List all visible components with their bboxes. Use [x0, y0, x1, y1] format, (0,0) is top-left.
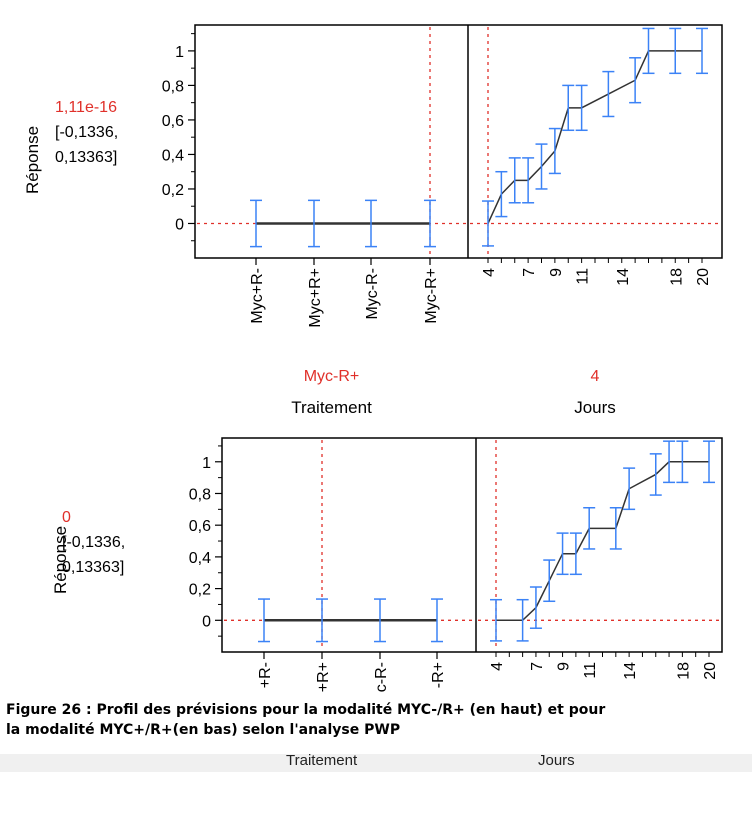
x-day-label: 20 [695, 268, 712, 286]
y-tick-label: 0,8 [189, 486, 211, 503]
caption-line-1: Figure 26 : Profil des prévisions pour l… [6, 702, 606, 718]
x-day-label: 9 [556, 662, 573, 671]
footer-bar: Traitement Jours [0, 752, 752, 772]
x-day-label: 18 [675, 662, 692, 680]
x-day-label: 11 [575, 268, 592, 285]
x-day-label: 14 [622, 662, 639, 680]
y-tick-label: 0 [175, 216, 184, 233]
prediction-value: 0 [62, 509, 71, 526]
y-tick-label: 0,8 [162, 78, 184, 95]
x-day-label: 14 [615, 268, 632, 286]
y-tick-label: 0,2 [189, 582, 211, 599]
x-day-label: 7 [529, 662, 546, 671]
x-category-label: +R+ [315, 662, 332, 692]
y-axis-label: Réponse [51, 526, 70, 594]
y-tick-label: 0,4 [189, 550, 211, 567]
x-category-label: +R- [257, 662, 274, 688]
footer-label-jours: Jours [538, 752, 575, 769]
jours-axis-label: Jours [574, 398, 616, 417]
y-axis-label: Réponse [23, 126, 42, 194]
x-day-label: 18 [668, 268, 685, 286]
footer-label-traitement: Traitement [286, 752, 358, 769]
traitement-current-value: Myc-R+ [304, 368, 360, 385]
x-category-label: Myc-R- [364, 268, 381, 320]
plot-frame-1 [194, 24, 723, 259]
x-day-label: 4 [489, 662, 506, 671]
x-category-label: c-R- [373, 662, 390, 692]
x-category-label: Myc+R- [249, 268, 266, 324]
y-tick-label: 1 [202, 455, 211, 472]
y-tick-label: 0,6 [162, 113, 184, 130]
y-tick-label: 0,2 [162, 182, 184, 199]
prediction-value: 1,11e-16 [55, 99, 117, 116]
prediction-ci-low: [-0,1336, [62, 534, 125, 551]
figure-caption: Figure 26 : Profil des prévisions pour l… [6, 700, 746, 740]
x-category-label: Myc-R+ [423, 268, 440, 324]
jours-current-value: 4 [591, 368, 600, 385]
prediction-ci-high: 0,13363] [55, 149, 117, 166]
jours-line [496, 461, 709, 622]
prediction-ci-high: 0,13363] [62, 559, 124, 576]
x-day-label: 11 [582, 662, 599, 679]
plot-frame-2 [221, 437, 723, 653]
x-day-label: 4 [481, 268, 498, 277]
caption-line-2: la modalité MYC+/R+(en bas) selon l'anal… [6, 722, 401, 738]
x-category-label: -R+ [430, 662, 447, 688]
jours-line [487, 50, 702, 224]
x-day-label: 20 [702, 662, 719, 680]
traitement-axis-label: Traitement [291, 398, 372, 417]
y-tick-label: 0,6 [189, 518, 211, 535]
y-tick-label: 0,4 [162, 147, 184, 164]
y-tick-label: 1 [175, 44, 184, 61]
x-category-label: Myc+R+ [307, 268, 324, 328]
x-day-label: 9 [548, 268, 565, 277]
prediction-ci-low: [-0,1336, [55, 124, 118, 141]
y-tick-label: 0 [202, 613, 211, 630]
x-day-label: 7 [521, 268, 538, 277]
prediction-profiler: 10,80,60,40,20Réponse1,11e-16[-0,1336,0,… [23, 24, 723, 692]
